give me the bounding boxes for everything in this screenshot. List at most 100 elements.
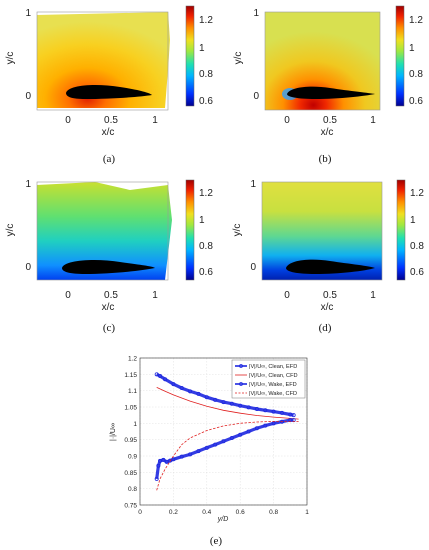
airfoil-a bbox=[66, 85, 152, 99]
chart-e-series-0-point bbox=[254, 406, 259, 411]
ylabel-a: y/c bbox=[5, 52, 16, 65]
chart-e-series-2-point bbox=[279, 419, 284, 424]
caption-d: (d) bbox=[318, 322, 332, 334]
chart-e-ytick-label: 1 bbox=[133, 421, 137, 428]
ytick-d-1: 1 bbox=[250, 179, 256, 190]
xtick-a-2: 1 bbox=[152, 115, 158, 126]
chart-e-series-2-point bbox=[171, 457, 176, 462]
xtick-a-1: 0.5 bbox=[104, 115, 118, 126]
chart-e-xtick-label: 1 bbox=[305, 509, 309, 516]
xtick-a-0: 0 bbox=[65, 115, 71, 126]
chart-e-ytick-label: 1.05 bbox=[124, 405, 137, 412]
panel-d: 1 0 y/c 0 0.5 1 x/c 1.2 1 0.8 0.6 bbox=[232, 179, 424, 313]
chart-e-series-0-point bbox=[204, 395, 209, 400]
chart-e-series-0-point bbox=[188, 389, 193, 394]
cbar-tick-c-2: 0.8 bbox=[199, 241, 213, 252]
field-a bbox=[37, 12, 170, 108]
caption-e: (e) bbox=[209, 535, 223, 547]
chart-e-series-2-point bbox=[204, 445, 209, 450]
chart-e-series-0-point bbox=[221, 400, 226, 405]
ytick-d-0: 0 bbox=[250, 262, 256, 273]
caption-a: (a) bbox=[102, 153, 116, 165]
chart-e-xtick-label: 0.2 bbox=[169, 509, 178, 516]
ylabel-c: y/c bbox=[5, 224, 16, 237]
chart-e-ytick-label: 0.85 bbox=[124, 470, 137, 477]
chart-e-series-0-line bbox=[155, 372, 294, 417]
xlabel-b: x/c bbox=[321, 127, 334, 138]
xtick-c-0: 0 bbox=[65, 290, 71, 301]
chart-e-series bbox=[154, 372, 299, 491]
chart-e-ytick-label: 1.2 bbox=[128, 356, 137, 363]
cbar-tick-b-1: 1 bbox=[409, 43, 415, 54]
airfoil-b bbox=[287, 86, 375, 99]
chart-e-xticks: 0 0.2 0.4 0.6 0.8 1 bbox=[138, 509, 309, 516]
chart-e-ytick-label: 1.1 bbox=[128, 388, 137, 395]
cbar-tick-b-0: 1.2 bbox=[409, 15, 423, 26]
ytick-b-1: 1 bbox=[253, 8, 259, 19]
ylabel-b: y/c bbox=[233, 52, 244, 65]
chart-e-yticks: 0.75 0.8 0.85 0.9 0.95 1 1.05 1.1 1.15 1.2 bbox=[124, 356, 137, 510]
chart-e-ytick-label: 0.8 bbox=[128, 486, 137, 493]
chart-e-legend: |V|/U∞, Clean, EFD |V|/U∞, Clean, CFD |V|/… bbox=[231, 359, 306, 399]
colorbar-b bbox=[395, 5, 405, 107]
xtick-b-0: 0 bbox=[284, 115, 290, 126]
chart-e-series-2-point bbox=[154, 476, 159, 481]
chart-e-series-3-line bbox=[156, 420, 299, 491]
xtick-d-0: 0 bbox=[284, 290, 290, 301]
plot-frame-a bbox=[36, 11, 169, 111]
ytick-c-1: 1 bbox=[25, 179, 31, 190]
xtick-d-1: 0.5 bbox=[323, 290, 337, 301]
chart-e-series-2-point bbox=[168, 458, 173, 463]
chart-e-ytick-label: 0.75 bbox=[124, 503, 137, 510]
chart-e-series-0-point bbox=[246, 405, 251, 410]
legend-marker bbox=[239, 382, 243, 386]
xtick-b-2: 1 bbox=[370, 115, 376, 126]
chart-e-series-2-point bbox=[229, 436, 234, 441]
chart-e-series-0-point bbox=[279, 410, 284, 415]
chart-e-series-2-point bbox=[246, 429, 251, 434]
chart-e-series-0-point bbox=[196, 391, 201, 396]
cbar-tick-c-1: 1 bbox=[199, 215, 205, 226]
chart-e-series-2-point bbox=[221, 439, 226, 444]
panel-e-chart: 0.75 0.8 0.85 0.9 0.95 1 1.05 1.1 1.15 1.2 0 0.2 0.… bbox=[110, 356, 309, 524]
chart-e-xlabel: y/D bbox=[217, 516, 229, 523]
chart-e-series-0-point bbox=[213, 397, 218, 402]
panel-c: 1 0 y/c 0 0.5 1 x/c 1.2 1 0.8 0.6 bbox=[5, 179, 213, 313]
chart-e-series-2-point bbox=[254, 426, 259, 431]
cbar-tick-c-3: 0.6 bbox=[199, 267, 213, 278]
chart-e-series-0-point bbox=[271, 409, 276, 414]
xlabel-a: x/c bbox=[102, 127, 115, 138]
cbar-tick-b-3: 0.6 bbox=[409, 96, 423, 107]
xlabel-c: x/c bbox=[102, 302, 115, 313]
xtick-b-1: 0.5 bbox=[323, 115, 337, 126]
chart-e-frame bbox=[139, 357, 308, 506]
ylabel-d: y/c bbox=[232, 224, 243, 237]
xtick-c-2: 1 bbox=[152, 290, 158, 301]
plot-frame-c bbox=[36, 181, 169, 281]
cbar-tick-b-2: 0.8 bbox=[409, 69, 423, 80]
ytick-b-0: 0 bbox=[253, 91, 259, 102]
cbar-tick-c-0: 1.2 bbox=[199, 188, 213, 199]
chart-e-series-0-point bbox=[158, 373, 163, 378]
chart-e-xtick-label: 0.6 bbox=[236, 509, 245, 516]
plot-frame-b bbox=[264, 11, 381, 111]
ytick-c-0: 0 bbox=[25, 262, 31, 273]
legend-label: |V|/U∞, Clean, CFD bbox=[249, 373, 298, 379]
chart-e-series-0-point bbox=[163, 377, 168, 382]
cbar-tick-d-3: 0.6 bbox=[410, 267, 424, 278]
colorbar-a bbox=[185, 5, 195, 107]
plot-frame-d bbox=[261, 181, 383, 281]
cbar-tick-a-1: 1 bbox=[199, 43, 205, 54]
chart-e-series-2-point bbox=[213, 442, 218, 447]
airfoil-c bbox=[62, 260, 155, 274]
chart-e-series-2-point bbox=[161, 457, 166, 462]
chart-e-xtick-label: 0.4 bbox=[202, 509, 211, 516]
ytick-a-0: 0 bbox=[25, 91, 31, 102]
chart-e-series-2-point bbox=[156, 463, 161, 468]
cbar-tick-a-3: 0.6 bbox=[199, 96, 213, 107]
cbar-tick-d-0: 1.2 bbox=[410, 188, 424, 199]
chart-e-series-0-point bbox=[238, 403, 243, 408]
ytick-a-1: 1 bbox=[25, 8, 31, 19]
cbar-tick-a-0: 1.2 bbox=[199, 15, 213, 26]
chart-e-series-0-point bbox=[171, 382, 176, 387]
